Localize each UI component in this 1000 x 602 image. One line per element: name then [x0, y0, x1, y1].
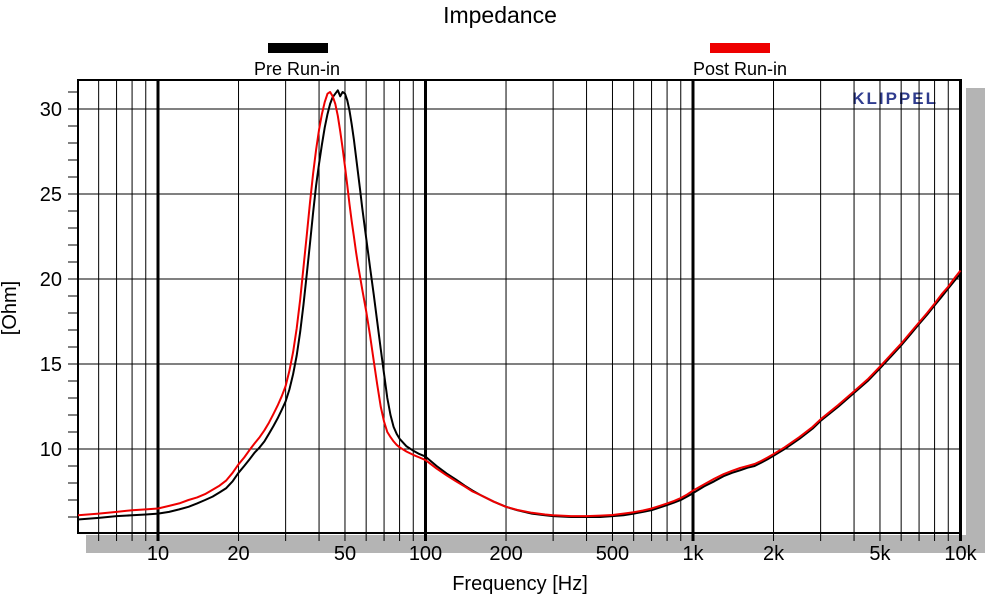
legend-post-run-in-label: Post Run-in: [692, 59, 788, 79]
curves: [78, 89, 962, 521]
shadow-right: [966, 88, 985, 553]
y-axis-title: [Ohm]: [0, 281, 21, 335]
x-tick-label: 2k: [763, 543, 785, 565]
x-tick-label: 100: [409, 543, 442, 565]
axis-labels: 10 20 50 100 200 500 1k 2k 5k 10k 10 15 20 25 30: [40, 99, 978, 565]
legend-post-run-in-swatch: [710, 43, 770, 53]
x-tick-label: 5k: [869, 543, 891, 565]
plot-border: [77, 79, 962, 534]
shadow-bottom: [86, 535, 985, 553]
y-tick-label: 30: [40, 99, 62, 121]
y-tick-label: 10: [40, 439, 62, 461]
y-tick-label: 20: [40, 269, 62, 291]
chart-title: Impedance: [443, 2, 557, 28]
legend-pre-run-in-label: Pre Run-in: [253, 59, 341, 79]
x-tick-label: 20: [227, 543, 249, 565]
y-tick-label: 15: [40, 354, 62, 376]
x-tick-label: 200: [489, 543, 522, 565]
pre-run-in-curve: [78, 89, 962, 521]
legend-pre-run-in-swatch: [268, 43, 328, 53]
klippel-logo: KLIPPEL: [852, 89, 938, 108]
y-tick-label: 25: [40, 184, 62, 206]
x-tick-label: 500: [596, 543, 629, 565]
axis-ticks: [68, 91, 962, 541]
post-run-in-curve: [78, 91, 962, 518]
x-tick-label: 50: [334, 543, 356, 565]
x-tick-label: 10: [147, 543, 169, 565]
plot-shadow: [86, 88, 985, 553]
x-tick-label: 1k: [682, 543, 704, 565]
x-axis-title: Frequency [Hz]: [452, 573, 588, 595]
x-tick-label: 10k: [944, 543, 977, 565]
plot-frame: [77, 79, 962, 534]
grid: [78, 80, 962, 533]
